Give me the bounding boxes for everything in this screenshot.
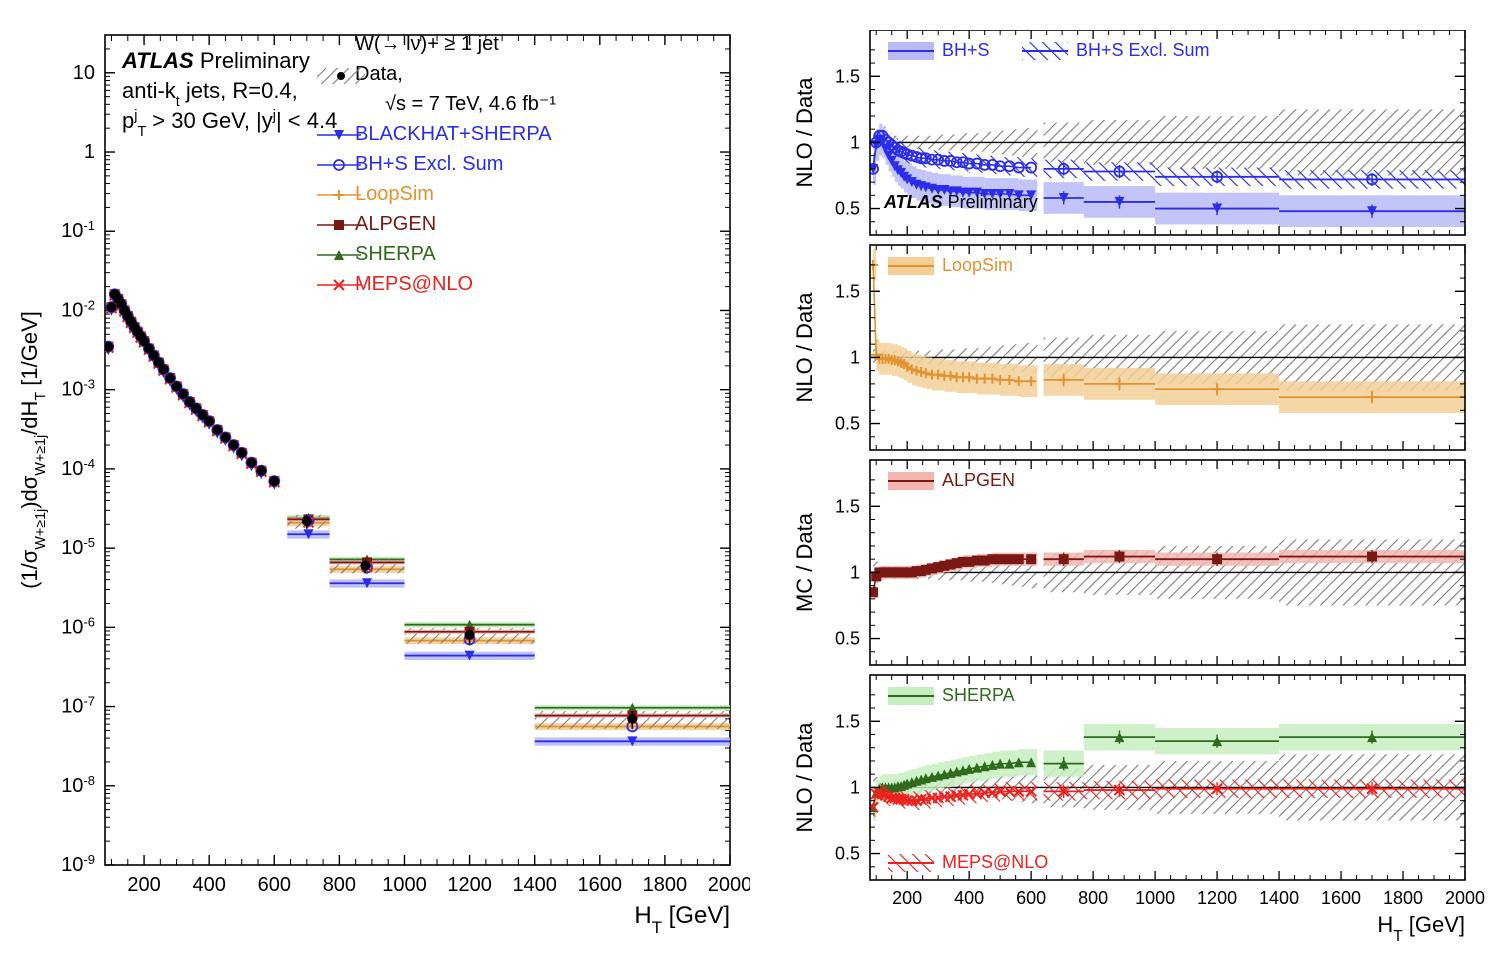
svg-text:1200: 1200 bbox=[1197, 888, 1237, 908]
svg-text:1.5: 1.5 bbox=[835, 281, 860, 301]
svg-text:BLACKHAT+SHERPA: BLACKHAT+SHERPA bbox=[355, 123, 552, 145]
svg-text:0.5: 0.5 bbox=[835, 629, 860, 649]
svg-text:1600: 1600 bbox=[578, 874, 623, 896]
svg-text:LoopSim: LoopSim bbox=[942, 255, 1013, 275]
svg-text:BH+S: BH+S bbox=[942, 40, 990, 60]
svg-text:0.5: 0.5 bbox=[835, 414, 860, 434]
left-panel-main-plot: 200 400 600 800 1000 1200 1400 1600 1800 2000 10-9… bbox=[10, 10, 750, 950]
svg-text:10-5: 10-5 bbox=[61, 535, 95, 560]
svg-text:BH+S Excl. Sum: BH+S Excl. Sum bbox=[355, 153, 503, 175]
svg-text:600: 600 bbox=[258, 874, 291, 896]
svg-text:10-7: 10-7 bbox=[61, 693, 95, 718]
svg-text:10-6: 10-6 bbox=[61, 614, 95, 639]
svg-text:1.5: 1.5 bbox=[835, 496, 860, 516]
svg-text:400: 400 bbox=[954, 888, 984, 908]
svg-text:0.5: 0.5 bbox=[835, 844, 860, 864]
svg-text:1: 1 bbox=[850, 777, 860, 797]
svg-text:1200: 1200 bbox=[447, 874, 492, 896]
svg-text:800: 800 bbox=[323, 874, 356, 896]
svg-text:10-8: 10-8 bbox=[61, 772, 95, 797]
svg-text:1.5: 1.5 bbox=[835, 66, 860, 86]
svg-text:HT [GeV]: HT [GeV] bbox=[634, 902, 730, 937]
svg-text:ATLAS Preliminary: ATLAS Preliminary bbox=[121, 48, 310, 73]
svg-text:ATLAS Preliminary: ATLAS Preliminary bbox=[883, 192, 1038, 212]
svg-text:1.5: 1.5 bbox=[835, 711, 860, 731]
svg-text:1000: 1000 bbox=[1135, 888, 1175, 908]
svg-text:1800: 1800 bbox=[1383, 888, 1423, 908]
svg-text:pjT > 30 GeV, |yj| < 4.4: pjT > 30 GeV, |yj| < 4.4 bbox=[122, 108, 337, 140]
svg-text:1000: 1000 bbox=[382, 874, 427, 896]
svg-text:10-9: 10-9 bbox=[61, 852, 95, 877]
right-panel-ratio-stack: 0.5 1 1.5 NLO / Data BH+S BH+S Excl. Sum ATLAS… bbox=[775, 30, 1485, 950]
svg-text:2000: 2000 bbox=[1445, 888, 1485, 908]
svg-text:600: 600 bbox=[1016, 888, 1046, 908]
svg-text:1: 1 bbox=[84, 141, 95, 163]
svg-text:1400: 1400 bbox=[1259, 888, 1299, 908]
svg-text:1600: 1600 bbox=[1321, 888, 1361, 908]
svg-text:200: 200 bbox=[892, 888, 922, 908]
svg-text:BH+S Excl. Sum: BH+S Excl. Sum bbox=[1076, 40, 1210, 60]
svg-text:1400: 1400 bbox=[512, 874, 557, 896]
svg-text:1: 1 bbox=[850, 562, 860, 582]
svg-text:ALPGEN: ALPGEN bbox=[942, 470, 1015, 490]
svg-text:MEPS@NLO: MEPS@NLO bbox=[942, 852, 1048, 872]
svg-text:NLO / Data: NLO / Data bbox=[792, 722, 817, 833]
svg-text:SHERPA: SHERPA bbox=[942, 685, 1015, 705]
svg-text:1800: 1800 bbox=[643, 874, 688, 896]
svg-text:(1/σW+≥1j)dσW+≥1j/dHT [1/GeV]: (1/σW+≥1j)dσW+≥1j/dHT [1/GeV] bbox=[17, 311, 49, 589]
svg-text:10-3: 10-3 bbox=[61, 376, 95, 401]
svg-text:NLO / Data: NLO / Data bbox=[792, 292, 817, 403]
svg-text:10: 10 bbox=[73, 62, 95, 84]
svg-text:MEPS@NLO: MEPS@NLO bbox=[355, 273, 473, 295]
svg-text:1: 1 bbox=[850, 347, 860, 367]
svg-text:1: 1 bbox=[850, 132, 860, 152]
svg-text:10-2: 10-2 bbox=[61, 297, 95, 322]
svg-text:200: 200 bbox=[127, 874, 160, 896]
svg-text:W(→ lν)+ ≥ 1 jet: W(→ lν)+ ≥ 1 jet bbox=[355, 33, 499, 55]
svg-text:anti-kt jets, R=0.4,: anti-kt jets, R=0.4, bbox=[122, 78, 298, 110]
svg-text:10-1: 10-1 bbox=[61, 218, 95, 243]
svg-text:10-4: 10-4 bbox=[61, 455, 95, 480]
svg-text:2000: 2000 bbox=[708, 874, 750, 896]
svg-text:HT [GeV]: HT [GeV] bbox=[1377, 912, 1465, 945]
svg-text:0.5: 0.5 bbox=[835, 199, 860, 219]
svg-text:400: 400 bbox=[192, 874, 225, 896]
svg-text:800: 800 bbox=[1078, 888, 1108, 908]
svg-text:ALPGEN: ALPGEN bbox=[355, 213, 436, 235]
svg-text:SHERPA: SHERPA bbox=[355, 243, 436, 265]
svg-text:NLO / Data: NLO / Data bbox=[792, 77, 817, 188]
svg-text:LoopSim: LoopSim bbox=[355, 183, 434, 205]
svg-text:√s = 7 TeV, 4.6 fb⁻¹: √s = 7 TeV, 4.6 fb⁻¹ bbox=[385, 93, 556, 115]
svg-text:MC / Data: MC / Data bbox=[792, 512, 817, 612]
